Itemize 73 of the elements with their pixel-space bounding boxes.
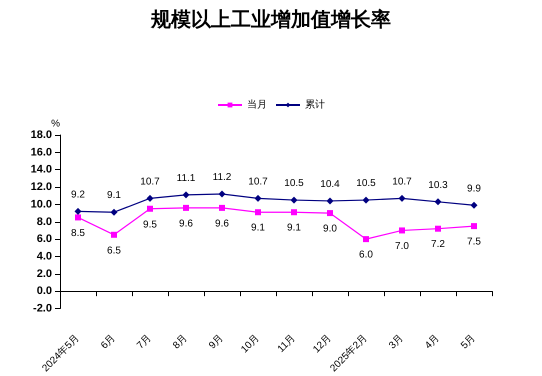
point — [254, 194, 262, 202]
x-tick-label: 3月 — [387, 332, 406, 352]
data-label: 10.4 — [320, 178, 340, 190]
point — [470, 202, 478, 209]
point — [362, 196, 370, 204]
point — [398, 194, 406, 202]
x-tick-label: 8月 — [171, 332, 190, 352]
x-tick-label: 11月 — [276, 332, 298, 355]
data-label: 9.1 — [107, 190, 122, 202]
data-label: 9.0 — [323, 224, 338, 235]
point — [327, 210, 333, 216]
data-label: 10.7 — [392, 176, 412, 188]
point — [74, 208, 82, 215]
data-label: 10.5 — [284, 178, 304, 190]
x-tick-label: 12月 — [311, 332, 334, 356]
data-label: 10.5 — [356, 178, 376, 190]
y-tick-label: 4.0 — [36, 250, 52, 262]
point — [111, 232, 117, 238]
chart-title: 规模以上工业增加值增长率 — [150, 7, 391, 31]
data-label: 9.2 — [71, 189, 86, 200]
point — [146, 194, 154, 202]
y-tick-label: 0.0 — [36, 285, 52, 298]
data-label: 9.6 — [179, 218, 194, 230]
point — [218, 190, 226, 198]
y-tick-label: 6.0 — [36, 233, 52, 246]
point — [435, 226, 441, 232]
point — [326, 197, 334, 204]
data-label: 6.5 — [107, 245, 122, 256]
data-label: 10.3 — [428, 180, 448, 191]
point — [182, 191, 190, 198]
legend-label: 当月 — [247, 98, 267, 110]
data-label: 9.6 — [215, 218, 230, 230]
point — [434, 198, 442, 206]
x-tick-label: 5月 — [459, 332, 478, 352]
y-tick-label: 16.0 — [30, 146, 52, 158]
point — [471, 223, 477, 230]
point — [291, 209, 297, 216]
x-tick-label: 4月 — [423, 332, 442, 352]
point — [183, 204, 189, 211]
data-label: 9.5 — [143, 219, 158, 230]
y-tick-label: 8.0 — [36, 216, 52, 228]
data-label: 11.1 — [176, 172, 196, 184]
data-label: 9.9 — [467, 183, 482, 194]
legend-label: 累计 — [305, 98, 325, 110]
point — [399, 227, 405, 234]
y-tick-label: 12.0 — [30, 181, 52, 194]
y-tick-label: 18.0 — [30, 129, 52, 141]
y-tick-label: 10.0 — [30, 198, 52, 210]
data-label: 10.7 — [140, 176, 160, 188]
data-label: 9.1 — [287, 222, 302, 234]
point — [75, 214, 81, 220]
x-tick-label: 10月 — [239, 332, 262, 356]
data-label: 10.7 — [248, 176, 268, 188]
x-tick-label: 9月 — [207, 332, 226, 352]
data-label: 7.2 — [431, 239, 446, 250]
data-label: 11.2 — [212, 172, 232, 184]
y-axis-title: % — [51, 118, 60, 130]
point — [363, 236, 369, 242]
data-label: 7.0 — [395, 240, 410, 252]
y-tick-label: -2.0 — [33, 302, 52, 315]
data-label: 6.0 — [359, 250, 374, 261]
y-tick-label: 14.0 — [30, 164, 52, 176]
data-label: 7.5 — [467, 236, 482, 248]
point — [110, 208, 118, 216]
y-tick-label: 2.0 — [36, 268, 52, 280]
x-tick-label: 6月 — [99, 332, 118, 352]
x-tick-label: 7月 — [135, 332, 154, 352]
point — [219, 204, 225, 211]
point — [147, 206, 153, 212]
data-label: 8.5 — [71, 228, 86, 239]
data-label: 9.1 — [251, 222, 266, 234]
point — [255, 209, 261, 216]
point — [290, 196, 298, 204]
